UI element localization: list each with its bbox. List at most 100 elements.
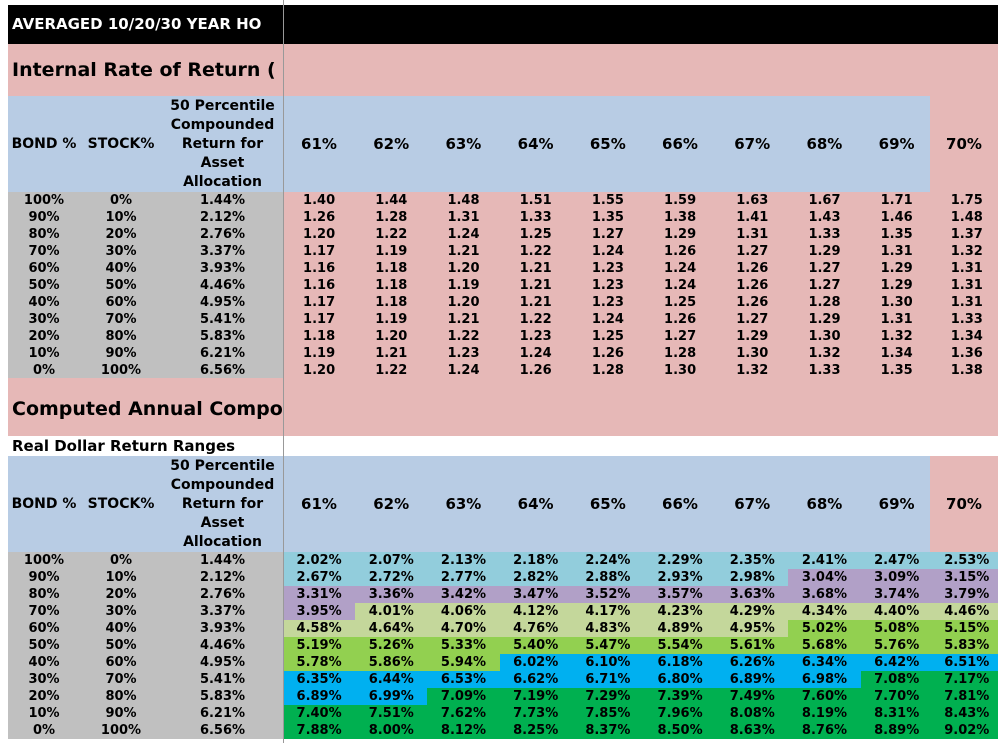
real-return-cell[interactable]: 4.12% <box>499 603 572 620</box>
irr-cell[interactable]: 1.29 <box>860 277 933 294</box>
allocation-bond[interactable]: 70% <box>8 603 80 620</box>
irr-cell[interactable]: 1.37 <box>932 226 998 243</box>
real-return-cell[interactable]: 7.08% <box>860 671 933 688</box>
real-return-cell[interactable]: 3.09% <box>860 569 933 586</box>
irr-cell[interactable]: 1.24 <box>644 260 717 277</box>
real-return-cell[interactable]: 7.96% <box>644 705 717 722</box>
real-return-cell[interactable]: 8.63% <box>716 722 789 739</box>
real-return-cell[interactable]: 4.64% <box>355 620 428 637</box>
allocation-bond[interactable]: 60% <box>8 620 80 637</box>
real-return-cell[interactable]: 7.39% <box>644 688 717 705</box>
irr-cell[interactable]: 1.17 <box>283 243 356 260</box>
irr-cell[interactable]: 1.33 <box>932 311 998 328</box>
irr-cell[interactable]: 1.25 <box>644 294 717 311</box>
irr-cell[interactable]: 1.26 <box>716 260 789 277</box>
irr-cell[interactable]: 1.23 <box>571 277 644 294</box>
allocation-bond[interactable]: 90% <box>8 569 80 586</box>
real-return-cell[interactable]: 6.26% <box>716 654 789 671</box>
real-return-cell[interactable]: 2.98% <box>716 569 789 586</box>
irr-cell[interactable]: 1.29 <box>788 311 861 328</box>
allocation-stock[interactable]: 100% <box>80 722 162 739</box>
allocation-bond[interactable]: 40% <box>8 654 80 671</box>
irr-cell[interactable]: 1.22 <box>427 328 500 345</box>
allocation-median[interactable]: 6.21% <box>162 705 283 722</box>
irr-cell[interactable]: 1.17 <box>283 311 356 328</box>
irr-cell[interactable]: 1.18 <box>283 328 356 345</box>
allocation-stock[interactable]: 70% <box>80 671 162 688</box>
real-return-cell[interactable]: 7.17% <box>932 671 998 688</box>
allocation-stock[interactable]: 90% <box>80 705 162 722</box>
allocation-median[interactable]: 6.56% <box>162 722 283 739</box>
real-return-cell[interactable]: 6.80% <box>644 671 717 688</box>
real-return-cell[interactable]: 3.57% <box>644 586 717 603</box>
real-return-cell[interactable]: 7.29% <box>571 688 644 705</box>
allocation-median[interactable]: 5.41% <box>162 671 283 688</box>
irr-cell[interactable]: 1.18 <box>355 277 428 294</box>
irr-cell[interactable]: 1.29 <box>860 260 933 277</box>
allocation-bond[interactable]: 20% <box>8 688 80 705</box>
irr-cell[interactable]: 1.28 <box>355 209 428 226</box>
real-return-cell[interactable]: 5.61% <box>716 637 789 654</box>
real-return-cell[interactable]: 5.08% <box>860 620 933 637</box>
allocation-median[interactable]: 4.95% <box>162 654 283 671</box>
allocation-median[interactable]: 3.37% <box>162 243 283 260</box>
allocation-stock[interactable]: 50% <box>80 277 162 294</box>
allocation-bond[interactable]: 60% <box>8 260 80 277</box>
real-return-cell[interactable]: 3.95% <box>283 603 356 620</box>
irr-cell[interactable]: 1.48 <box>427 192 500 209</box>
freeze-pane-divider[interactable] <box>283 0 284 743</box>
irr-cell[interactable]: 1.22 <box>499 243 572 260</box>
irr-cell[interactable]: 1.35 <box>860 362 933 379</box>
real-return-cell[interactable]: 3.68% <box>788 586 861 603</box>
irr-cell[interactable]: 1.28 <box>571 362 644 379</box>
irr-cell[interactable]: 1.19 <box>355 243 428 260</box>
real-return-cell[interactable]: 6.71% <box>571 671 644 688</box>
real-return-cell[interactable]: 5.78% <box>283 654 356 671</box>
irr-cell[interactable]: 1.23 <box>571 294 644 311</box>
irr-cell[interactable]: 1.31 <box>860 311 933 328</box>
real-return-cell[interactable]: 6.34% <box>788 654 861 671</box>
irr-cell[interactable]: 1.19 <box>283 345 356 362</box>
real-return-cell[interactable]: 7.81% <box>932 688 998 705</box>
irr-cell[interactable]: 1.26 <box>571 345 644 362</box>
real-return-cell[interactable]: 4.29% <box>716 603 789 620</box>
irr-cell[interactable]: 1.19 <box>427 277 500 294</box>
allocation-stock[interactable]: 10% <box>80 569 162 586</box>
real-return-cell[interactable]: 7.70% <box>860 688 933 705</box>
irr-cell[interactable]: 1.28 <box>644 345 717 362</box>
allocation-stock[interactable]: 30% <box>80 243 162 260</box>
irr-cell[interactable]: 1.20 <box>427 294 500 311</box>
real-return-cell[interactable]: 2.93% <box>644 569 717 586</box>
real-return-cell[interactable]: 3.31% <box>283 586 356 603</box>
irr-cell[interactable]: 1.24 <box>571 311 644 328</box>
allocation-stock[interactable]: 20% <box>80 586 162 603</box>
real-return-cell[interactable]: 6.89% <box>716 671 789 688</box>
irr-cell[interactable]: 1.33 <box>788 226 861 243</box>
irr-cell[interactable]: 1.27 <box>716 243 789 260</box>
irr-cell[interactable]: 1.16 <box>283 277 356 294</box>
real-return-cell[interactable]: 7.09% <box>427 688 500 705</box>
allocation-median[interactable]: 3.93% <box>162 260 283 277</box>
irr-cell[interactable]: 1.30 <box>860 294 933 311</box>
real-return-cell[interactable]: 2.29% <box>644 552 717 569</box>
allocation-median[interactable]: 2.12% <box>162 569 283 586</box>
allocation-median[interactable]: 6.56% <box>162 362 283 379</box>
real-return-cell[interactable]: 4.17% <box>571 603 644 620</box>
irr-cell[interactable]: 1.20 <box>283 226 356 243</box>
allocation-bond[interactable]: 100% <box>8 552 80 569</box>
real-return-cell[interactable]: 9.02% <box>932 722 998 739</box>
real-return-cell[interactable]: 7.49% <box>716 688 789 705</box>
irr-cell[interactable]: 1.23 <box>571 260 644 277</box>
real-return-cell[interactable]: 5.33% <box>427 637 500 654</box>
real-return-cell[interactable]: 4.40% <box>860 603 933 620</box>
real-return-cell[interactable]: 7.62% <box>427 705 500 722</box>
real-return-cell[interactable]: 4.76% <box>499 620 572 637</box>
real-return-cell[interactable]: 7.85% <box>571 705 644 722</box>
allocation-median[interactable]: 4.46% <box>162 277 283 294</box>
allocation-bond[interactable]: 10% <box>8 345 80 362</box>
irr-cell[interactable]: 1.41 <box>716 209 789 226</box>
allocation-stock[interactable]: 10% <box>80 209 162 226</box>
real-return-cell[interactable]: 8.89% <box>860 722 933 739</box>
real-return-cell[interactable]: 5.26% <box>355 637 428 654</box>
irr-cell[interactable]: 1.27 <box>788 260 861 277</box>
